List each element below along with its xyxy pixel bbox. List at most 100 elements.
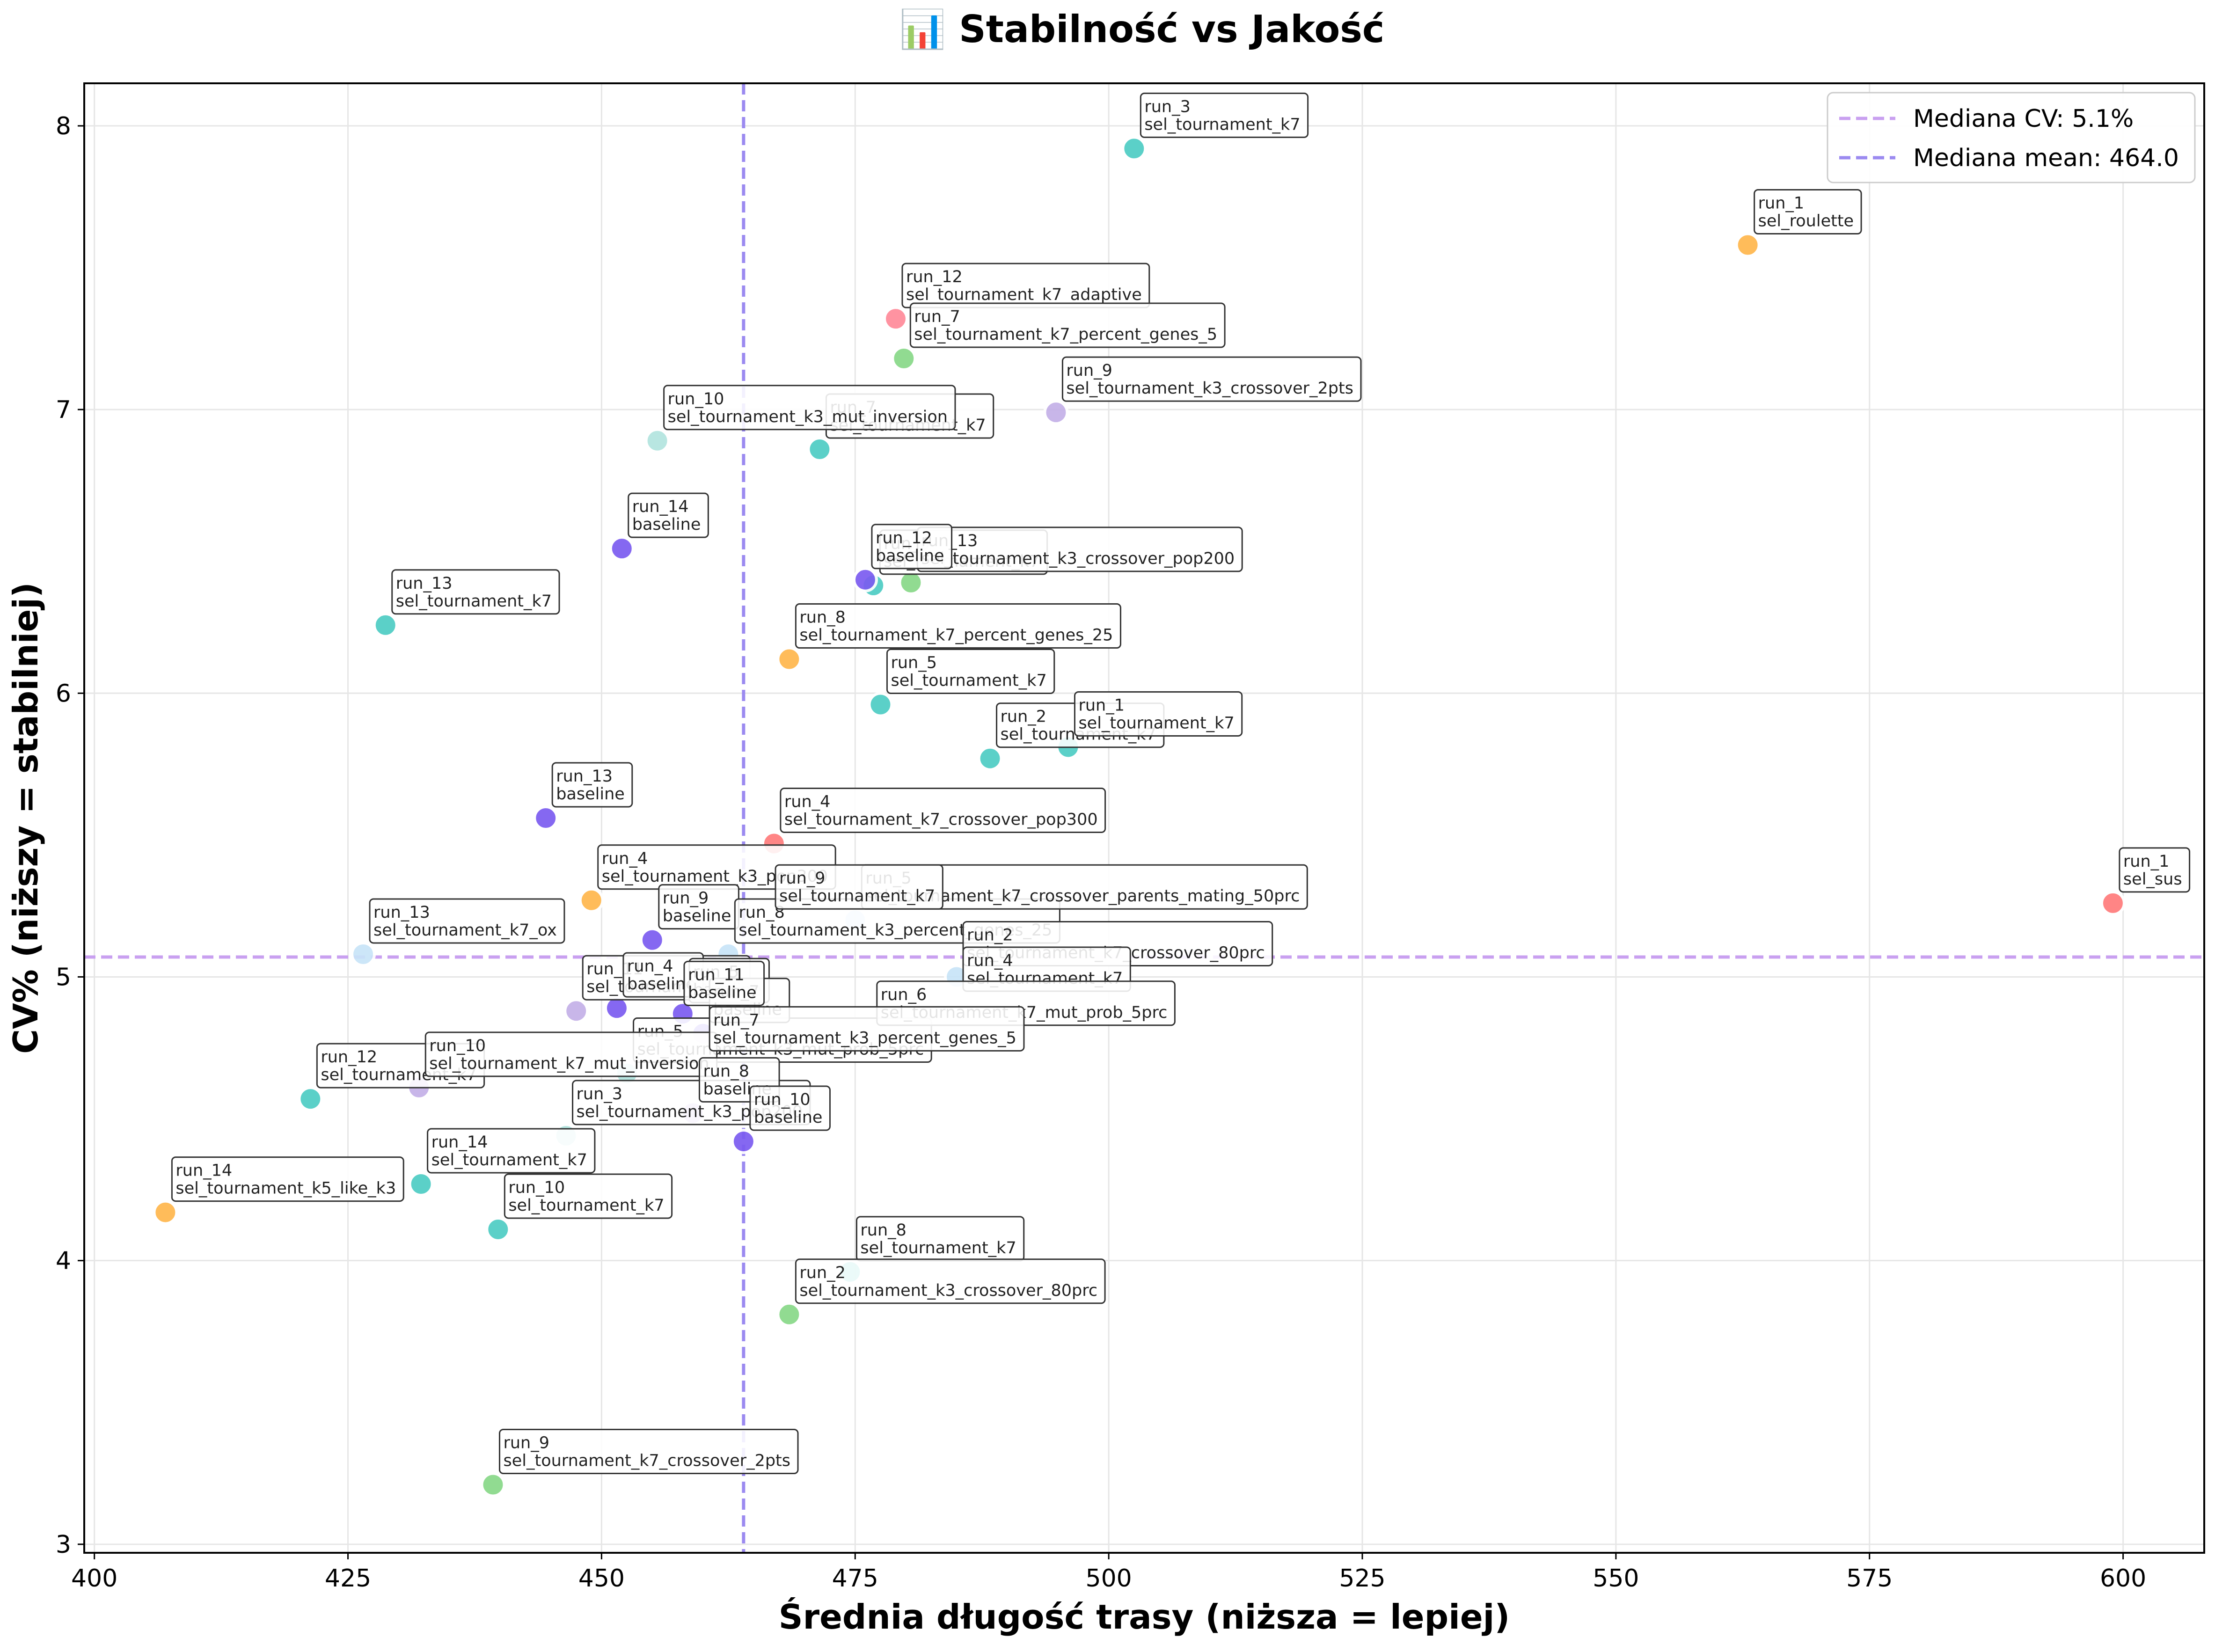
annotation-run: run_4 xyxy=(967,951,1013,970)
data-point xyxy=(852,567,878,592)
annotation-config: baseline xyxy=(688,983,757,1002)
data-point xyxy=(977,746,1003,771)
annotation-run: run_10 xyxy=(668,390,724,409)
x-tick-label: 500 xyxy=(1086,1564,1132,1593)
annotation-config: baseline xyxy=(663,907,731,926)
annotation-config: sel_sus xyxy=(2123,870,2182,889)
annotation-run: run_12 xyxy=(906,268,963,286)
annotation-run: run_9 xyxy=(779,869,826,888)
data-point xyxy=(153,1199,178,1225)
y-tick-label: 6 xyxy=(56,680,71,708)
data-point xyxy=(485,1216,511,1242)
annotation-run: run_12 xyxy=(321,1048,377,1067)
annotation-run: run_10 xyxy=(508,1178,565,1197)
annotation-config: sel_tournament_k7 xyxy=(891,672,1046,690)
point-annotations: run_1sel_rouletterun_8sel_tournament_k7_… xyxy=(171,92,2191,1475)
annotation-config: sel_tournament_k7 xyxy=(860,1239,1016,1257)
annotation-box xyxy=(663,385,956,431)
annotation-box xyxy=(1140,92,1309,138)
annotation-config: sel_tournament_k7_crossover_2pts xyxy=(503,1452,790,1470)
annotation-box xyxy=(871,524,953,570)
data-point xyxy=(731,1129,756,1155)
annotation-run: run_7 xyxy=(914,307,960,326)
annotation-run: run_13 xyxy=(556,767,613,786)
x-tick-label: 600 xyxy=(2100,1564,2146,1593)
data-point xyxy=(1121,136,1147,161)
annotation-box xyxy=(780,788,1106,833)
annotation-config: sel_tournament_k3_crossover_pop200 xyxy=(921,549,1235,568)
plot-area-frame xyxy=(83,82,2205,1554)
data-point xyxy=(2100,890,2126,916)
annotation-config: sel_tournament_k7 xyxy=(1078,714,1234,732)
annotation-run: run_5 xyxy=(891,654,937,672)
annotation-run: run_9 xyxy=(1066,361,1112,380)
annotation-run: run_3 xyxy=(1144,97,1191,116)
annotation-run: run_10 xyxy=(429,1037,486,1055)
annotation-run: run_1 xyxy=(2123,852,2170,871)
annotation-box xyxy=(369,898,565,944)
annotation-run: run_14 xyxy=(431,1133,488,1152)
annotation-run: run_8 xyxy=(703,1062,749,1081)
data-point xyxy=(891,345,917,371)
data-point xyxy=(883,306,908,332)
annotation-config: baseline xyxy=(754,1108,823,1127)
legend-box xyxy=(1827,92,2196,183)
data-point xyxy=(868,692,893,717)
annotation-box xyxy=(683,960,765,1006)
annotation-box xyxy=(628,492,709,538)
annotation-run: run_10 xyxy=(754,1090,811,1109)
annotation-config: sel_tournament_k7_ox xyxy=(373,921,557,940)
annotation-config: sel_tournament_k7_percent_genes_25 xyxy=(799,626,1113,645)
annotation-config: sel_tournament_k3_crossover_80prc xyxy=(799,1281,1097,1300)
annotation-run: run_6 xyxy=(881,986,927,1004)
annotation-box xyxy=(1754,189,1862,235)
y-tick-label: 7 xyxy=(56,396,71,424)
annotation-run: run_7 xyxy=(713,1011,760,1030)
annotation-config: baseline xyxy=(556,785,625,804)
data-point xyxy=(776,1301,802,1327)
annotation-run: run_2 xyxy=(1001,708,1047,726)
chart-title: 📊 Stabilność vs Jakość xyxy=(899,7,1385,51)
annotation-box xyxy=(909,302,1226,348)
annotation-box xyxy=(775,864,943,910)
annotation-config: sel_tournament_k5_like_k3 xyxy=(175,1179,396,1198)
annotation-run: run_2 xyxy=(967,926,1013,944)
x-tick-label: 400 xyxy=(71,1564,117,1593)
annotation-config: baseline xyxy=(876,547,944,565)
axis-ticks: 400 425 450 475 500 525 550 575 600 3 4 5 6 7 8 xyxy=(56,112,2146,1593)
data-point xyxy=(644,428,670,453)
annotation-config: sel_tournament_k7 xyxy=(779,887,935,906)
annotation-config: sel_tournament_k7 xyxy=(1144,115,1300,134)
annotation-config: sel_tournament_k7_crossover_pop300 xyxy=(784,811,1098,829)
annotation-run: run_1 xyxy=(1758,194,1805,213)
data-point xyxy=(298,1086,323,1112)
annotation-box xyxy=(391,569,560,615)
annotation-run: run_14 xyxy=(632,497,689,516)
data-point xyxy=(480,1472,506,1498)
y-tick-label: 8 xyxy=(56,112,71,140)
data-point xyxy=(639,927,665,953)
annotation-config: sel_tournament_k3_percent_genes_5 xyxy=(713,1029,1016,1047)
y-tick-label: 4 xyxy=(56,1247,71,1275)
x-tick-label: 475 xyxy=(832,1564,878,1593)
x-axis-title: Średnia długość trasy (niższa = lepiej) xyxy=(779,1597,1510,1637)
annotation-box xyxy=(171,1156,404,1202)
annotation-config: sel_tournament_k7 xyxy=(508,1196,664,1215)
y-axis-title: CV% (niższy = stabilniej) xyxy=(6,582,45,1054)
annotation-box xyxy=(1061,356,1362,402)
annotation-run: run_2 xyxy=(799,1264,846,1282)
annotation-box xyxy=(709,1006,1025,1052)
data-point xyxy=(776,646,802,672)
